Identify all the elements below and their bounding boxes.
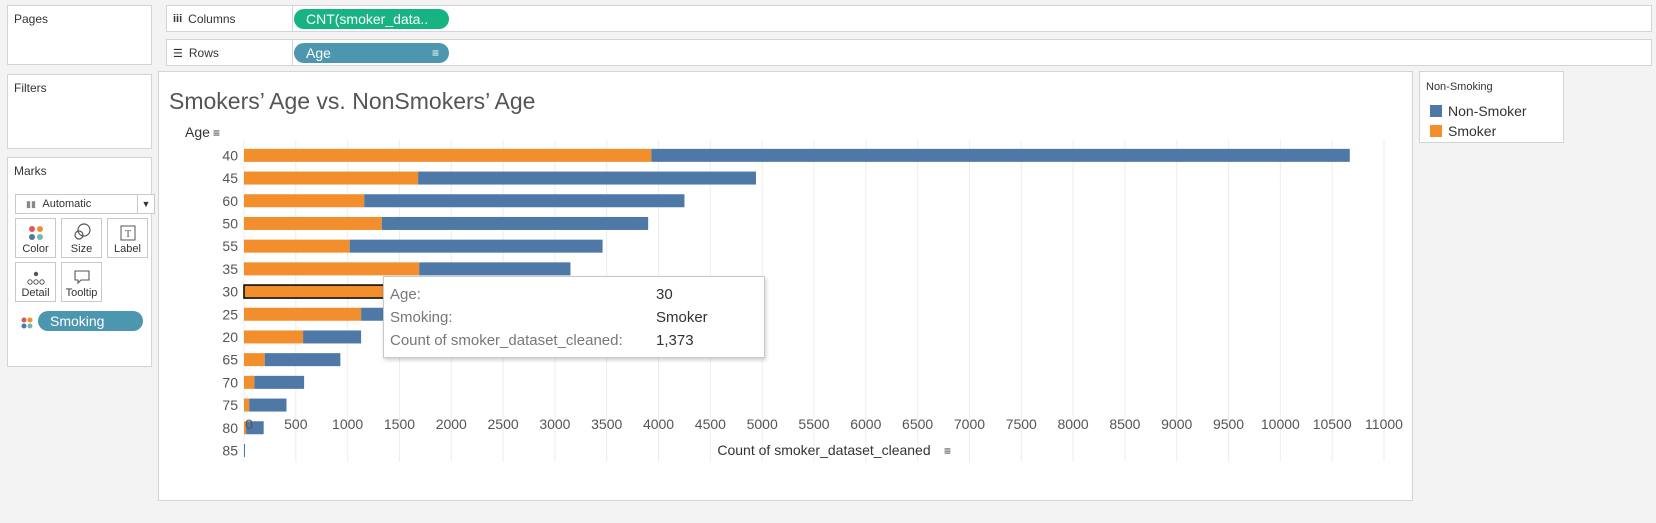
legend-item-non-smoker[interactable]: Non-Smoker [1430,103,1527,119]
rows-shelf-label: ☰ Rows [173,46,219,60]
rows-pill[interactable]: Age ≡ [294,43,449,63]
tooltip-key: Count of smoker_dataset_cleaned: [390,332,623,349]
legend-title: Non-Smoking [1426,81,1493,93]
tooltip-value: Smoker [656,309,708,326]
svg-text:T: T [124,229,130,240]
chevron-down-icon[interactable]: ▼ [137,195,154,213]
shelf-divider [292,6,293,31]
label-card[interactable]: T Label [107,218,148,258]
legend-swatch [1430,105,1442,117]
columns-shelf-label: iii Columns [173,12,236,26]
marks-pane: Marks ▮▮ Automatic ▼ Color Size T Label … [7,157,155,367]
tooltip-card[interactable]: Tooltip [61,262,102,302]
detail-card[interactable]: Detail [15,262,56,302]
sort-icon: ≡ [431,46,439,60]
columns-pill[interactable]: CNT(smoker_data.. [294,9,449,29]
mark-type-value: Automatic [42,198,92,210]
legend-swatch [1430,125,1442,137]
marks-title: Marks [14,164,47,178]
smoking-color-pill[interactable]: Smoking [38,311,143,331]
rows-icon: ☰ [173,47,183,60]
tooltip-value: 30 [656,286,673,303]
color-card[interactable]: Color [15,218,56,258]
size-card-label: Size [70,243,93,255]
speech-bubble-icon [62,263,101,285]
detail-dots-icon [16,263,55,285]
tooltip-key: Age: [390,286,421,303]
rows-shelf: ☰ Rows Age ≡ [166,39,1652,66]
tooltip-key: Smoking: [390,309,453,326]
columns-label: Columns [188,12,236,26]
size-card[interactable]: Size [61,218,102,258]
color-dots-icon [16,219,55,241]
legend-label: Smoker [1448,123,1497,139]
pages-pane: Pages [7,5,152,65]
columns-icon: iii [173,13,183,25]
tooltip-popup: Age: 30 Smoking: Smoker Count of smoker_… [383,276,765,358]
rows-pill-label: Age [306,45,331,61]
color-card-label: Color [22,243,49,255]
pages-title: Pages [14,12,49,26]
text-label-icon: T [108,219,147,241]
filters-title: Filters [14,81,47,95]
detail-card-label: Detail [21,287,50,299]
filters-pane[interactable]: Filters [7,74,152,149]
size-icon [62,219,101,241]
chart-title: Smokers’ Age vs. NonSmokers’ Age [169,88,536,114]
legend-panel: Non-Smoking Non-Smoker Smoker [1419,71,1564,143]
view-panel: Smokers’ Age vs. NonSmokers’ Age [158,71,1413,501]
rows-label: Rows [188,46,219,60]
bar-chart-icon: ▮▮ [26,199,36,209]
columns-shelf: iii Columns CNT(smoker_data.. [166,5,1652,32]
tooltip-value: 1,373 [656,332,694,349]
label-card-label: Label [114,243,141,255]
mark-type-dropdown[interactable]: ▮▮ Automatic ▼ [15,194,155,214]
legend-item-smoker[interactable]: Smoker [1430,123,1496,139]
tooltip-card-label: Tooltip [65,287,98,299]
color-dots-icon [21,316,33,334]
legend-label: Non-Smoker [1448,103,1527,119]
shelf-divider [292,40,293,65]
